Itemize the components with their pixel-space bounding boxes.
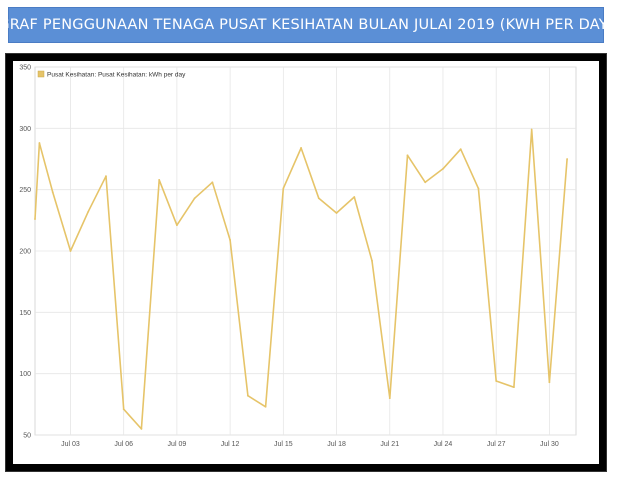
data-point [264,405,267,408]
x-tick-label: Jul 09 [168,441,187,448]
data-point [513,386,515,389]
legend-swatch [37,70,45,78]
legend-label: Pusat Kesihatan: Pusat Kesihatan: kWh pe… [47,72,186,79]
data-point [442,167,444,170]
data-point [459,148,462,151]
data-point [38,142,41,144]
data-point [317,197,320,200]
data-point [353,196,356,198]
data-point [211,181,214,184]
data-point [140,427,143,430]
data-point [51,191,54,194]
data-point [388,397,391,400]
data-point [406,154,409,157]
x-tick-label: Jul 27 [487,441,506,448]
x-tick-label: Jul 30 [540,441,559,448]
y-tick-label: 150 [19,310,31,317]
data-point [158,178,161,181]
data-point [300,147,302,149]
x-tick-label: Jul 15 [274,441,293,448]
data-point [335,212,338,214]
data-point [495,380,498,382]
data-point [282,187,285,190]
data-point [69,250,72,252]
series-line [34,128,568,430]
data-point [193,197,196,200]
x-tick-label: Jul 12 [221,441,240,448]
data-point [34,218,36,221]
data-point [548,381,551,384]
y-tick-label: 200 [19,249,31,256]
data-point [424,181,427,184]
x-tick-label: Jul 18 [327,441,346,448]
data-point [122,408,125,411]
chart-title: GRAF PENGGUNAAN TENAGA PUSAT KESIHATAN B… [0,17,614,33]
data-point [371,259,373,262]
chart-title-banner: GRAF PENGGUNAAN TENAGA PUSAT KESIHATAN B… [0,7,614,43]
y-tick-label: 50 [23,433,31,440]
data-point [477,187,480,190]
y-tick-label: 100 [19,371,31,378]
x-tick-label: Jul 21 [380,441,399,448]
data-point [229,239,232,241]
y-tick-label: 250 [19,187,31,194]
data-point [176,224,178,227]
data-point [87,210,90,213]
x-tick-label: Jul 03 [61,441,80,448]
y-tick-label: 350 [19,65,31,72]
x-tick-label: Jul 06 [114,441,133,448]
y-tick-label: 300 [19,126,31,133]
data-point [105,175,107,178]
data-point [566,158,569,160]
x-tick-label: Jul 24 [434,441,453,448]
data-point [246,394,249,397]
data-point [530,128,533,131]
